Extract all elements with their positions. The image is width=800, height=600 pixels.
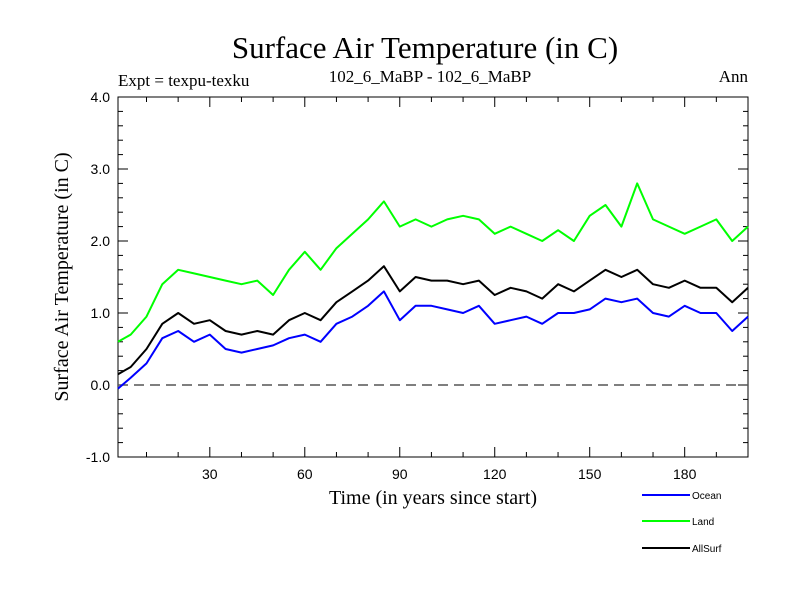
y-tick-label: 4.0: [91, 89, 111, 105]
series-line-land: [117, 182, 749, 343]
y-tick-label: -1.0: [86, 449, 110, 465]
tick-labels: -1.0 0.0 1.0 2.0 3.0 4.0 30 60 90 120 150 180: [86, 89, 697, 482]
x-tick-label: 180: [673, 466, 697, 482]
y-tick-label: 1.0: [91, 305, 111, 321]
x-tick-label: 30: [202, 466, 218, 482]
expt-label: Expt = texpu-texku: [118, 71, 250, 90]
x-tick-label: 90: [392, 466, 408, 482]
series-line-allsurf: [117, 265, 749, 376]
run-label: 102_6_MaBP - 102_6_MaBP: [329, 67, 531, 86]
legend: Ocean Land AllSurf: [642, 491, 722, 555]
legend-label-allsurf: AllSurf: [692, 544, 722, 555]
x-tick-label: 150: [578, 466, 602, 482]
y-tick-label: 3.0: [91, 161, 111, 177]
season-label: Ann: [719, 67, 749, 86]
y-axis-label: Surface Air Temperature (in C): [51, 152, 73, 401]
y-tick-label: 0.0: [91, 377, 111, 393]
legend-label-ocean: Ocean: [692, 491, 721, 502]
x-tick-label: 60: [297, 466, 313, 482]
y-tick-label: 2.0: [91, 233, 111, 249]
series-lines: [117, 182, 749, 390]
series-line-ocean: [117, 290, 749, 390]
x-tick-label: 120: [483, 466, 507, 482]
plot-frame: [117, 96, 749, 458]
legend-label-land: Land: [692, 517, 714, 528]
x-axis-label: Time (in years since start): [329, 487, 537, 509]
chart-title: Surface Air Temperature (in C): [232, 30, 618, 65]
